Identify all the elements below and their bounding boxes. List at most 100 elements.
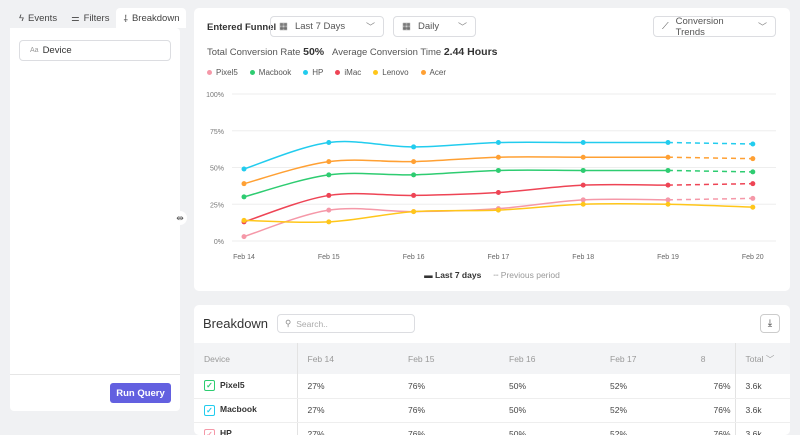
data-point: [580, 167, 586, 173]
checkbox[interactable]: ✓: [204, 404, 215, 416]
value-cell: 52%: [600, 398, 701, 423]
breakdown-icon: ⸸: [123, 13, 128, 25]
value-cell: 76%: [398, 374, 499, 399]
download-button[interactable]: ⤓: [760, 314, 780, 333]
y-tick-label: 100%: [206, 92, 224, 99]
search-input[interactable]: ⚲ Search..: [277, 314, 415, 333]
y-tick-label: 0%: [214, 239, 224, 246]
data-point: [326, 172, 332, 178]
data-point: [580, 197, 586, 203]
tab-events[interactable]: ϟ Events: [19, 12, 58, 24]
column-header[interactable]: Device: [194, 343, 297, 374]
data-point: [580, 154, 586, 160]
run-query-button[interactable]: Run Query: [110, 383, 171, 403]
data-point: [495, 154, 501, 160]
calendar-icon: ▦: [402, 21, 411, 32]
breakdown-title: Breakdown: [203, 316, 269, 331]
view-select[interactable]: ⟋ Conversion Trends ﹀: [653, 16, 776, 38]
breakdown-field-device[interactable]: Aa Device: [19, 40, 171, 61]
entered-funnel-label: Entered Funnel: [207, 22, 277, 33]
data-point: [665, 201, 671, 207]
text-type-icon: Aa: [30, 47, 39, 54]
data-point: [241, 181, 247, 187]
legend-item[interactable]: HP: [303, 68, 323, 77]
checkbox[interactable]: ✓: [204, 380, 215, 392]
series-previous-line-pixel5: [667, 197, 753, 201]
tab-filters[interactable]: ⚌ Filters: [71, 12, 110, 24]
data-point: [495, 140, 501, 146]
divider: [10, 374, 180, 375]
data-point: [665, 154, 671, 160]
legend-dot-icon: [207, 70, 212, 75]
total-cell: 3.6k: [734, 398, 790, 423]
data-point: [241, 217, 247, 223]
x-tick-label: Feb 14: [233, 254, 255, 261]
value-cell: 27%: [296, 398, 398, 423]
data-point: [241, 194, 247, 200]
value-cell: 50%: [499, 398, 600, 423]
value-cell: 76%: [701, 398, 735, 423]
data-point: [750, 141, 756, 147]
data-point: [665, 140, 671, 146]
breakdown-card: Breakdown ⚲ Search.. ⤓ Device Feb 14 Feb 15…: [194, 305, 790, 435]
legend-item[interactable]: Acer: [420, 68, 446, 77]
legend-dot-icon: [303, 70, 309, 75]
column-header[interactable]: Feb 14: [296, 343, 398, 374]
series-line-acer: [243, 156, 668, 185]
value-cell: 50%: [499, 374, 600, 399]
column-header[interactable]: Feb 18: [701, 343, 735, 374]
series-line-hp: [243, 140, 668, 170]
conversion-stats: Total Conversion Rate 50% Average Conver…: [207, 46, 498, 58]
legend-current[interactable]: ▬ Last 7 days: [424, 270, 482, 280]
column-header[interactable]: Feb 16: [499, 343, 600, 374]
legend-dot-icon: [373, 70, 379, 75]
legend-item[interactable]: Macbook: [249, 68, 291, 77]
legend-dot-icon: [249, 70, 255, 75]
data-point: [750, 204, 756, 210]
data-point: [580, 182, 586, 188]
y-tick-label: 75%: [210, 129, 224, 136]
data-point: [326, 207, 332, 213]
data-point: [495, 167, 501, 173]
data-point: [411, 172, 417, 178]
search-icon: ⚲: [285, 318, 292, 328]
line-chart: 0% 25% 50% 75% 100% Feb 14 Feb 15 Feb 16 Feb 17 F…: [206, 92, 776, 261]
data-point: [241, 234, 247, 240]
total-cell: 3.6k: [734, 374, 790, 399]
table-row: ✓ Macbook 27% 76% 50% 52% 76% 3.6k: [194, 398, 790, 423]
data-point: [411, 159, 417, 165]
panel-tabs: ϟ Events ⚌ Filters ⸸ Breakdown: [12, 8, 187, 28]
period-legend: ▬ Last 7 days ╌ Previous period: [194, 270, 790, 281]
tab-breakdown[interactable]: ⸸ Breakdown: [116, 8, 187, 28]
column-header[interactable]: Feb 15: [398, 343, 499, 374]
data-point: [750, 156, 756, 162]
data-point: [750, 181, 756, 187]
legend-previous[interactable]: ╌ Previous period: [493, 270, 560, 280]
column-header[interactable]: Feb 17: [600, 343, 701, 374]
data-point: [750, 169, 756, 175]
series-previous-line-acer: [667, 156, 753, 160]
data-point: [665, 197, 671, 203]
legend-item[interactable]: iMac: [335, 68, 361, 77]
legend-item[interactable]: Lenovo: [373, 68, 409, 77]
date-range-select[interactable]: ▦ Last 7 Days ﹀: [270, 16, 384, 37]
legend-item[interactable]: Pixel5: [207, 68, 238, 77]
x-tick-label: Feb 16: [403, 254, 425, 261]
series-previous-line-hp: [667, 141, 753, 145]
resize-handle-icon[interactable]: ⇹: [173, 211, 187, 225]
column-header[interactable]: Total ﹀: [734, 343, 790, 374]
x-tick-label: Feb 17: [488, 254, 510, 261]
value-cell: 76%: [398, 398, 499, 423]
table-row: ✓ Pixel5 27% 76% 50% 52% 76% 3.6k: [194, 374, 790, 399]
data-point: [580, 140, 586, 146]
series-line-macbook: [243, 169, 668, 198]
y-tick-label: 25%: [210, 202, 224, 209]
checkbox[interactable]: ✓: [204, 428, 215, 435]
series-line-imac: [243, 183, 669, 223]
chart-card: Entered Funnel ▦ Last 7 Days ﹀ ▦ Daily ﹀ ⟋ Co…: [194, 8, 790, 291]
data-point: [411, 144, 417, 150]
device-cell: ✓ Macbook: [194, 398, 297, 423]
interval-select[interactable]: ▦ Daily ﹀: [393, 16, 476, 37]
chevron-down-icon[interactable]: ﹀: [763, 353, 775, 364]
x-tick-label: Feb 20: [742, 254, 764, 261]
